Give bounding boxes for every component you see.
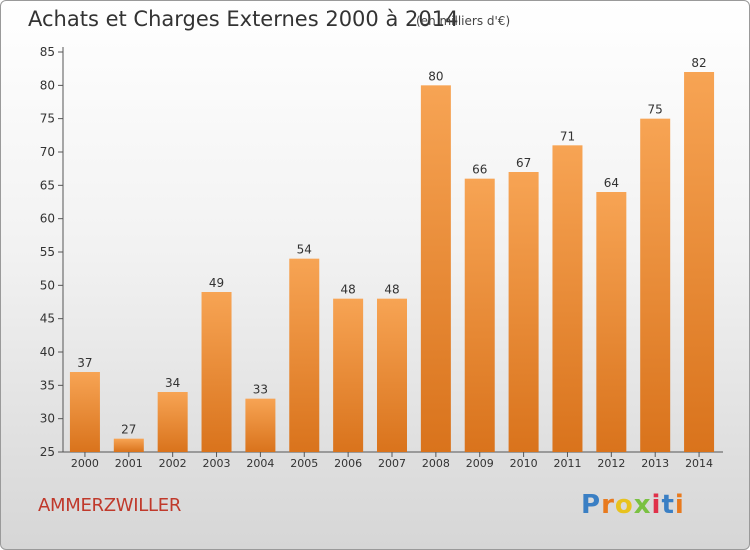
x-tick-label-2003: 2003	[203, 457, 231, 470]
bar-2001	[113, 438, 144, 452]
bar-2007	[377, 298, 407, 452]
logo-letter: P	[581, 490, 602, 520]
logo-letter: x	[633, 490, 652, 520]
value-label-2004: 33	[253, 383, 268, 397]
x-tick-label-2002: 2002	[159, 457, 187, 470]
y-tick-label: 80	[40, 78, 55, 92]
bar-2006	[333, 298, 364, 452]
x-tick-label-2006: 2006	[334, 457, 362, 470]
value-label-2008: 80	[428, 69, 443, 83]
x-tick-label-2008: 2008	[422, 457, 450, 470]
logo-letter: i	[674, 490, 685, 520]
bar-2002	[157, 392, 188, 452]
y-tick-label: 40	[40, 345, 55, 359]
bar-2010	[508, 172, 539, 452]
x-tick-label-2009: 2009	[466, 457, 494, 470]
bar-2013	[640, 118, 671, 453]
y-tick-label: 45	[40, 312, 55, 326]
x-axis: 2000 2001 2002 2003 2004 2005 2006 2007 2008 2009…	[63, 451, 723, 470]
bar-2009	[464, 178, 495, 452]
value-label-2012: 64	[604, 176, 619, 190]
x-tick-label-2013: 2013	[641, 457, 669, 470]
logo-letter: i	[651, 490, 662, 520]
value-label-2006: 48	[340, 283, 355, 297]
y-tick-label: 55	[40, 245, 55, 259]
y-tick-label: 60	[40, 212, 55, 226]
commune-name: AMMERZWILLER	[38, 495, 182, 516]
value-label-2013: 75	[648, 103, 663, 117]
x-tick-label-2000: 2000	[71, 457, 99, 470]
value-label-2007: 48	[384, 283, 399, 297]
logo-letter: o	[614, 490, 634, 520]
x-tick-label-2005: 2005	[290, 457, 318, 470]
x-tick-label-2004: 2004	[246, 457, 274, 470]
value-label-2011: 71	[560, 129, 575, 143]
y-tick-label: 25	[40, 445, 55, 459]
value-label-2001: 27	[121, 423, 136, 437]
y-tick-label: 30	[40, 412, 55, 426]
y-tick-label: 50	[40, 278, 55, 292]
value-label-2003: 49	[209, 276, 224, 290]
y-tick-label: 75	[40, 112, 55, 126]
bar-2003	[201, 292, 232, 452]
logo-letter: r	[601, 490, 615, 520]
y-tick-label: 70	[40, 145, 55, 159]
bar-2012	[596, 192, 627, 452]
y-tick-label: 65	[40, 178, 55, 192]
logo-letter: t	[661, 490, 675, 520]
value-label-2000: 37	[77, 356, 92, 370]
x-tick-label-2012: 2012	[597, 457, 625, 470]
bar-2011	[552, 145, 583, 453]
chart-subtitle: (en milliers d'€)	[416, 14, 511, 28]
bar-2004	[245, 398, 276, 452]
bar-2008	[420, 85, 451, 452]
value-label-2002: 34	[165, 376, 180, 390]
chart-title: Achats et Charges Externes 2000 à 2014	[28, 7, 459, 31]
bar-2014	[684, 72, 715, 452]
x-tick-label-2014: 2014	[685, 457, 713, 470]
x-tick-label-2011: 2011	[553, 457, 581, 470]
proxiti-logo: Proxiti	[581, 490, 685, 520]
value-labels: 37 27 34 49 33 54 48 48 80 66 67 71 64 75 82	[77, 56, 706, 437]
value-label-2009: 66	[472, 163, 487, 177]
y-tick-label: 85	[40, 45, 55, 59]
y-axis: 25 30 35 40 45 50 55 60 65 70 75 80 85	[40, 45, 64, 459]
x-tick-label-2001: 2001	[115, 457, 143, 470]
y-tick-label: 35	[40, 378, 55, 392]
value-label-2010: 67	[516, 156, 531, 170]
bar-2005	[289, 258, 320, 452]
x-tick-label-2007: 2007	[378, 457, 406, 470]
x-tick-label-2010: 2010	[510, 457, 538, 470]
value-label-2014: 82	[691, 56, 706, 70]
value-label-2005: 54	[297, 243, 312, 257]
bar-2000	[69, 372, 100, 452]
bars	[69, 72, 715, 453]
